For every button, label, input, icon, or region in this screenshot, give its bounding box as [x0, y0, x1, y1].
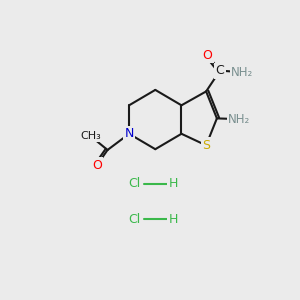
Text: NH₂: NH₂	[231, 66, 254, 79]
Text: CH₃: CH₃	[80, 131, 101, 141]
Text: O: O	[203, 49, 213, 62]
Text: Cl: Cl	[128, 213, 141, 226]
Text: S: S	[202, 139, 210, 152]
Text: Cl: Cl	[128, 177, 141, 190]
Text: N: N	[124, 127, 134, 140]
Text: NH₂: NH₂	[228, 113, 250, 126]
Text: C: C	[216, 64, 224, 77]
Text: O: O	[92, 159, 102, 172]
Text: H: H	[168, 177, 178, 190]
Text: H: H	[168, 213, 178, 226]
